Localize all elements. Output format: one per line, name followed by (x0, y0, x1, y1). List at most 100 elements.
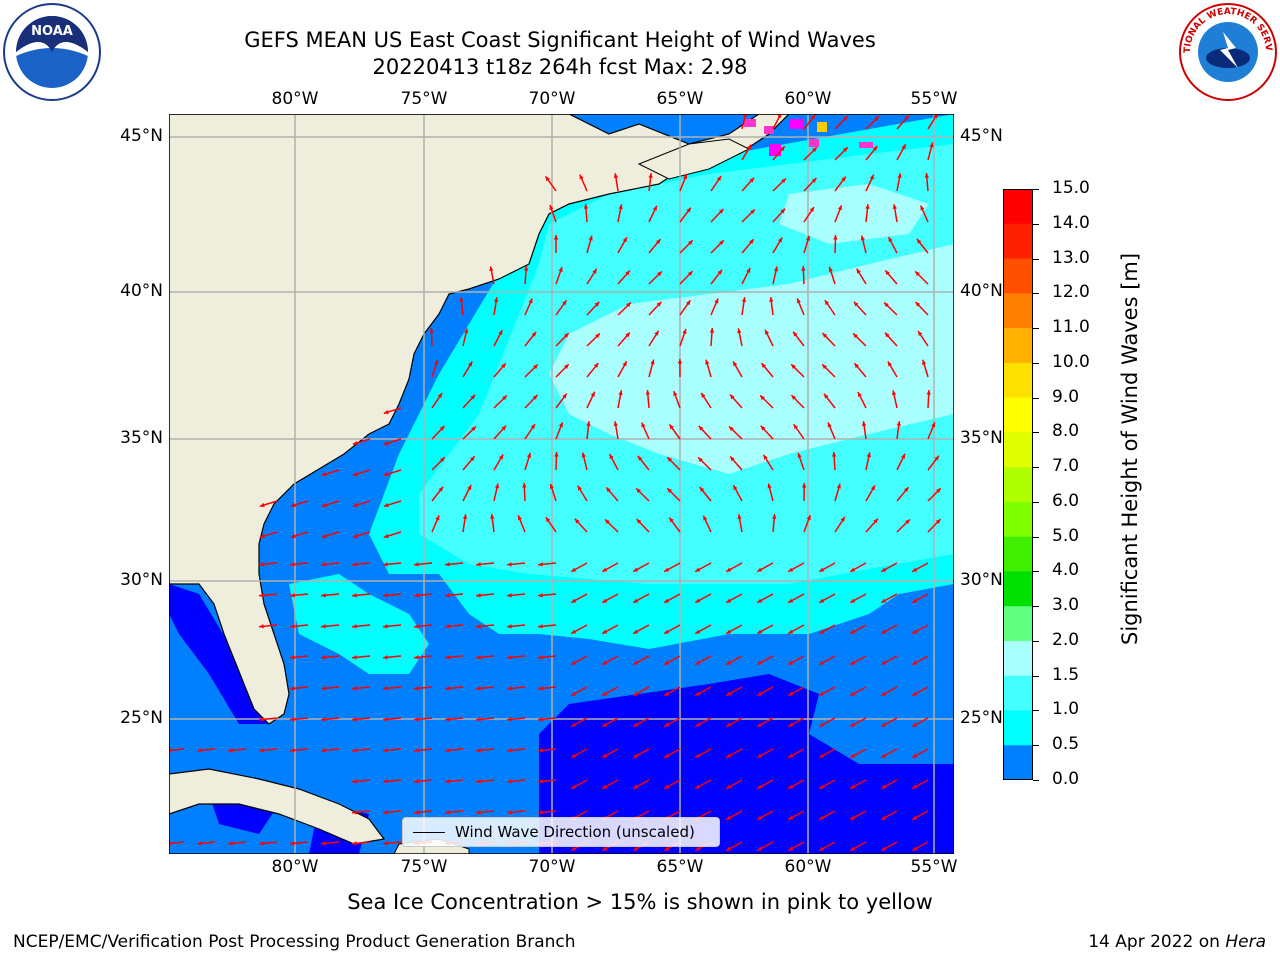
wave-direction-arrow (679, 328, 687, 347)
colorbar-tick-label: 1.0 (1052, 699, 1080, 720)
wave-direction-arrow (834, 146, 849, 161)
wave-direction-arrow (790, 363, 805, 378)
wave-direction-arrow (896, 173, 902, 192)
wave-direction-arrow (617, 360, 628, 378)
wave-direction-arrow (383, 748, 402, 753)
wave-direction-arrow (756, 686, 774, 697)
latitude-label-right: 45°N (960, 126, 1003, 146)
wave-direction-arrow (352, 469, 371, 477)
colorbar-tick-label: 12.0 (1052, 282, 1090, 303)
wave-direction-arrow (756, 810, 774, 821)
wave-direction-arrow (507, 717, 526, 722)
wave-direction-arrow (927, 114, 939, 130)
map-subtitle-forecast: 20220413 t18z 264h fcst Max: 2.98 (372, 55, 748, 79)
wave-direction-arrow (383, 562, 402, 567)
wave-direction-arrow (601, 779, 619, 790)
colorbar-tick-label: 15.0 (1052, 178, 1090, 198)
wave-direction-arrow (259, 624, 278, 629)
wave-direction-arrow (772, 208, 786, 223)
wave-direction-arrow (663, 779, 681, 790)
colorbar-segment (1003, 258, 1033, 294)
wave-direction-arrow (538, 779, 557, 784)
wave-direction-arrow (663, 717, 681, 728)
wave-direction-arrow (699, 486, 712, 502)
wave-direction-arrow (865, 174, 875, 192)
wave-direction-arrow (834, 176, 847, 192)
wave-direction-arrow (493, 454, 504, 471)
wave-direction-arrow (586, 332, 601, 347)
wave-direction-arrow (635, 487, 650, 502)
wave-direction-arrow (493, 329, 503, 347)
legend-line-swatch (413, 832, 445, 833)
colorbar-tick-mark (1033, 362, 1039, 364)
wave-direction-arrow (797, 452, 805, 471)
latitude-label-right: 25°N (960, 708, 1003, 728)
wave-direction-arrow (760, 362, 774, 378)
wave-direction-arrow (383, 593, 402, 598)
wave-direction-arrow (725, 841, 743, 852)
wave-direction-arrow (927, 518, 942, 533)
wave-direction-arrow (524, 423, 536, 440)
wave-direction-arrow (792, 331, 805, 347)
colorbar-tick-label: 11.0 (1052, 317, 1090, 338)
wave-direction-arrow (352, 593, 371, 598)
wave-direction-arrow (828, 266, 836, 285)
wave-direction-arrow (760, 425, 774, 440)
wave-direction-arrow (544, 175, 557, 192)
colorbar-tick-label: 9.0 (1052, 386, 1080, 407)
wave-direction-arrow (803, 514, 811, 533)
latitude-label-right: 40°N (960, 281, 1003, 301)
wave-direction-arrow (538, 593, 557, 598)
wave-direction-arrow (636, 518, 650, 533)
wave-direction-arrow (555, 266, 563, 285)
colorbar-segment (1003, 571, 1033, 607)
wave-direction-arrow (352, 438, 371, 446)
wave-direction-arrow (764, 329, 774, 347)
longitude-label-top: 65°W (656, 89, 704, 109)
wave-direction-arrow (803, 235, 811, 254)
wave-direction-arrow (538, 686, 557, 691)
wave-direction-arrow (445, 686, 464, 691)
wave-direction-arrow (570, 593, 588, 604)
ocean-zone-2.0-3.0 (549, 244, 954, 474)
wave-direction-arrow (570, 686, 588, 697)
wave-direction-arrow (476, 748, 495, 753)
wave-direction-arrow (352, 841, 371, 846)
wave-direction-arrow (601, 593, 619, 604)
wave-direction-arrow (880, 841, 898, 852)
colorbar-tick-mark (1033, 536, 1039, 538)
wave-direction-arrow (476, 562, 495, 567)
wave-direction-arrow (668, 423, 681, 440)
wave-direction-arrow (555, 393, 568, 409)
wave-direction-arrow (604, 518, 619, 533)
wave-direction-arrow (916, 238, 929, 254)
wave-direction-arrow (852, 332, 867, 347)
wave-direction-arrow (352, 717, 371, 722)
wave-direction-arrow (462, 361, 473, 378)
wave-direction-arrow (818, 655, 836, 666)
wave-direction-arrow (911, 810, 929, 821)
wave-direction-arrow (352, 531, 371, 539)
wave-direction-arrow (632, 624, 650, 635)
wave-direction-arrow (694, 686, 712, 697)
wave-direction-arrow (887, 236, 898, 254)
wave-direction-arrow (705, 359, 712, 378)
colorbar-segment (1003, 675, 1033, 711)
wind-wave-direction-arrows (169, 114, 942, 852)
wave-direction-arrow (586, 235, 593, 254)
wave-direction-arrow (663, 593, 681, 604)
wave-direction-arrow (586, 268, 598, 285)
wave-direction-arrow (431, 486, 444, 502)
wave-direction-arrow (729, 455, 743, 471)
wave-direction-arrow (555, 421, 564, 440)
wave-direction-arrow (818, 717, 836, 728)
wave-direction-arrow (787, 655, 805, 666)
wave-direction-arrow (694, 593, 712, 604)
wave-direction-arrow (818, 841, 836, 852)
wave-direction-arrow (725, 717, 743, 728)
wave-direction-arrow (911, 624, 929, 635)
wave-direction-arrow (601, 717, 619, 728)
wave-direction-arrow (834, 115, 849, 130)
wave-direction-arrow (725, 655, 743, 666)
wave-direction-arrow (648, 238, 662, 254)
